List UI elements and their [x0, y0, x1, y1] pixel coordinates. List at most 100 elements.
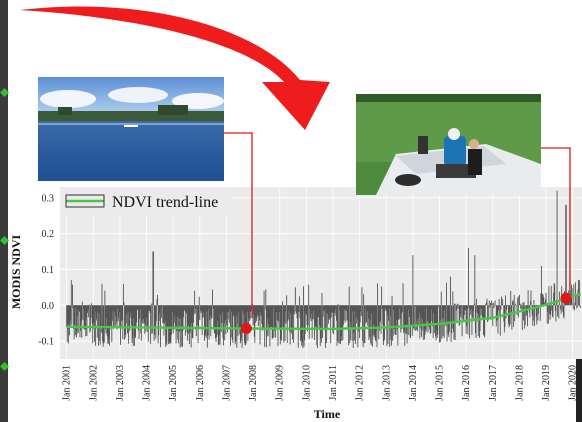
ndvi-bar	[492, 303, 493, 305]
x-tick-label: Jan 2001	[62, 365, 73, 401]
ndvi-bar	[338, 304, 339, 305]
ndvi-bar	[303, 286, 304, 305]
ndvi-bar	[91, 305, 92, 317]
ndvi-bar	[489, 305, 490, 307]
ndvi-bar	[577, 305, 578, 307]
ndvi-bar	[513, 305, 514, 327]
y-tick-labels: 0.30.20.10.0-0.1	[38, 193, 54, 347]
ndvi-bar	[523, 305, 524, 320]
x-tick-label: Jan 2016	[461, 365, 472, 401]
ndvi-bar	[574, 305, 575, 310]
ndvi-bar	[515, 304, 516, 306]
x-tick-label: Jan 2010	[301, 365, 312, 401]
ndvi-bar	[194, 291, 195, 305]
ndvi-bar	[338, 305, 339, 343]
ndvi-bar	[117, 305, 118, 329]
ndvi-bar	[500, 305, 501, 310]
ndvi-bar	[513, 300, 514, 305]
ndvi-bar	[505, 295, 506, 305]
ndvi-bar	[361, 305, 362, 316]
ndvi-bar	[533, 300, 534, 305]
ndvi-bar	[412, 305, 413, 336]
ndvi-bar	[444, 305, 445, 338]
ndvi-bar	[265, 305, 266, 310]
ndvi-bar	[263, 305, 264, 330]
ndvi-bar	[309, 305, 310, 339]
ndvi-bar	[561, 305, 562, 313]
ndvi-bar	[91, 303, 92, 305]
ndvi-bar	[392, 296, 393, 305]
ndvi-bar	[476, 299, 477, 305]
y-axis-title: MODIS NDVI	[9, 235, 23, 310]
ndvi-bar	[489, 301, 490, 306]
lake-photo	[38, 77, 224, 181]
ndvi-bar	[286, 305, 287, 323]
ndvi-bar	[160, 305, 161, 347]
ndvi-bar	[573, 305, 574, 309]
ndvi-bar	[377, 305, 378, 347]
x-tick-label: Jan 2013	[381, 365, 392, 401]
ndvi-bar	[499, 299, 500, 305]
ndvi-bar	[517, 298, 518, 306]
ndvi-bar	[308, 305, 309, 325]
ndvi-bar	[455, 304, 456, 305]
ndvi-bar	[520, 303, 521, 305]
ndvi-bar	[151, 304, 152, 306]
ndvi-bar	[298, 305, 299, 312]
ndvi-bar	[157, 295, 158, 305]
y-tick-label: 0.1	[42, 265, 55, 276]
ndvi-bar	[438, 305, 439, 307]
ndvi-bar	[473, 305, 474, 321]
ndvi-bar	[403, 283, 404, 305]
ndvi-bar	[468, 248, 469, 305]
ndvi-bar	[548, 286, 549, 305]
ndvi-bar	[517, 305, 518, 315]
ndvi-bar	[487, 299, 488, 305]
x-tick-label: Jan 2020	[568, 365, 579, 401]
ndvi-bar	[531, 290, 532, 305]
ndvi-bar	[161, 305, 162, 317]
ndvi-bar	[88, 305, 89, 317]
ndvi-bar	[361, 287, 362, 305]
ndvi-bar	[381, 287, 382, 306]
ndvi-bar	[294, 305, 295, 314]
ndvi-bar	[557, 191, 558, 306]
ndvi-bar	[71, 280, 72, 305]
ndvi-bar	[498, 305, 499, 310]
ndvi-bar	[104, 305, 105, 342]
ndvi-bar	[458, 305, 459, 308]
y-tick-label: 0.0	[42, 301, 55, 312]
x-tick-label: Jan 2005	[168, 365, 179, 401]
ndvi-bar	[550, 305, 551, 315]
ndvi-bar	[500, 305, 501, 335]
ndvi-bar	[152, 305, 153, 333]
ndvi-bar	[576, 295, 577, 305]
ndvi-bar	[381, 305, 382, 333]
x-tick-label: Jan 2015	[435, 365, 446, 401]
ndvi-bar	[492, 305, 493, 326]
ndvi-bar	[511, 305, 512, 329]
ndvi-bar	[458, 305, 459, 306]
ndvi-bar	[212, 305, 213, 318]
y-tick-label: 0.2	[42, 229, 55, 240]
x-tick-label: Jan 2007	[221, 365, 232, 401]
ndvi-bar	[81, 305, 82, 338]
boat-survey-photo	[356, 94, 541, 195]
ndvi-bar	[510, 291, 511, 305]
ndvi-bar	[490, 303, 491, 305]
ndvi-bar	[579, 305, 580, 306]
ndvi-bar	[452, 291, 453, 305]
x-tick-label: Jan 2017	[488, 365, 499, 401]
ndvi-bar	[476, 305, 477, 338]
ndvi-bar	[528, 290, 529, 305]
ndvi-bar	[402, 305, 403, 312]
x-tick-label: Jan 2011	[328, 365, 339, 400]
ndvi-bar	[364, 305, 365, 343]
ndvi-bar	[72, 285, 73, 306]
ndvi-bar	[156, 305, 157, 321]
ndvi-bar	[384, 305, 385, 339]
x-tick-labels: Jan 2001 Jan 2002 Jan 2003 Jan 2004 Jan 2005…	[62, 365, 579, 401]
ndvi-bar	[540, 305, 541, 321]
ndvi-bar	[194, 305, 195, 314]
ndvi-bar	[485, 305, 486, 317]
